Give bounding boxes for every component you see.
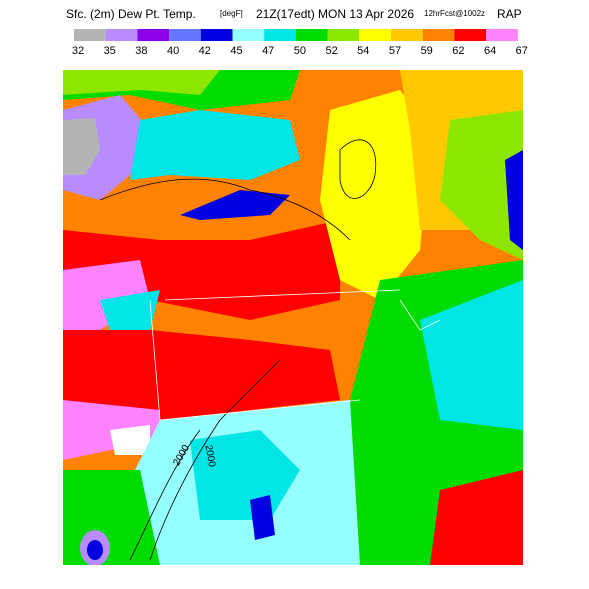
title-units: [degF] [220, 9, 243, 18]
colorbar-label: 67 [516, 45, 528, 57]
title-field: Sfc. (2m) Dew Pt. Temp. [66, 7, 196, 21]
colorbar-label: 47 [262, 45, 274, 57]
colorbar-label: 54 [357, 45, 369, 57]
title: Sfc. (2m) Dew Pt. Temp. [degF] 21Z(17edt… [66, 7, 522, 21]
cyan-ocean [420, 280, 523, 430]
contours [99, 139, 377, 561]
colorbar-swatch [232, 29, 265, 41]
colorbar-swatch [391, 29, 423, 41]
state-line [159, 399, 361, 421]
gray-nw [63, 118, 100, 175]
colorbar-label: 52 [325, 45, 337, 57]
colorbar-swatch [105, 29, 138, 41]
contour [129, 429, 201, 561]
blue-coast [505, 150, 523, 250]
map: 2000 2000 [63, 70, 523, 565]
colorbar-swatch [169, 29, 201, 41]
cyan-mountains [190, 430, 300, 520]
colorbar-label: 32 [72, 45, 84, 57]
boundaries [149, 289, 441, 421]
contour [339, 139, 377, 199]
colorbar-swatch [74, 29, 106, 41]
red-south [63, 330, 340, 420]
colorbar-swatch [137, 29, 170, 41]
colorbar-label: 35 [104, 45, 116, 57]
colorbar-label: 50 [294, 45, 306, 57]
colorbar-swatch [264, 29, 296, 41]
colorbar-label: 42 [199, 45, 211, 57]
contour [149, 359, 281, 561]
blue-sw [87, 540, 103, 560]
contour-label: 2000 [202, 444, 217, 468]
colorbar-swatch [200, 29, 233, 41]
state-line [164, 289, 401, 301]
colorbar-label: 45 [230, 45, 242, 57]
title-valid: 21Z(17edt) MON 13 Apr 2026 [256, 7, 414, 21]
title-forecast: 12hrFcst@1002z [424, 9, 485, 18]
red-ocean [430, 470, 523, 565]
contour [99, 178, 351, 241]
colorbar-label: 40 [167, 45, 179, 57]
colorbar-swatch [422, 29, 455, 41]
colorbar-swatch [327, 29, 360, 41]
cyan-west [100, 290, 160, 330]
green-ne [440, 110, 523, 260]
yellow-ne [320, 90, 430, 300]
colorbar-label: 62 [452, 45, 464, 57]
colorbar: 32 35 38 40 42 45 47 50 52 54 57 59 62 64 67 [72, 29, 528, 57]
colorbar-label: 38 [135, 45, 147, 57]
colorbar-label: 64 [484, 45, 496, 57]
coastline [399, 299, 441, 331]
colorbar-swatch [454, 29, 487, 41]
colorbar-swatch [295, 29, 328, 41]
blue-south [250, 495, 275, 540]
blue-band [180, 190, 290, 220]
cyan-band [130, 110, 300, 180]
colorbar-label: 57 [389, 45, 401, 57]
light-green-north [63, 70, 220, 95]
state-line [149, 299, 161, 421]
colorbar-swatch [486, 29, 518, 41]
title-model: RAP [497, 7, 522, 21]
white-sw [110, 425, 150, 455]
colorbar-label: 59 [421, 45, 433, 57]
colorbar-swatch [359, 29, 391, 41]
